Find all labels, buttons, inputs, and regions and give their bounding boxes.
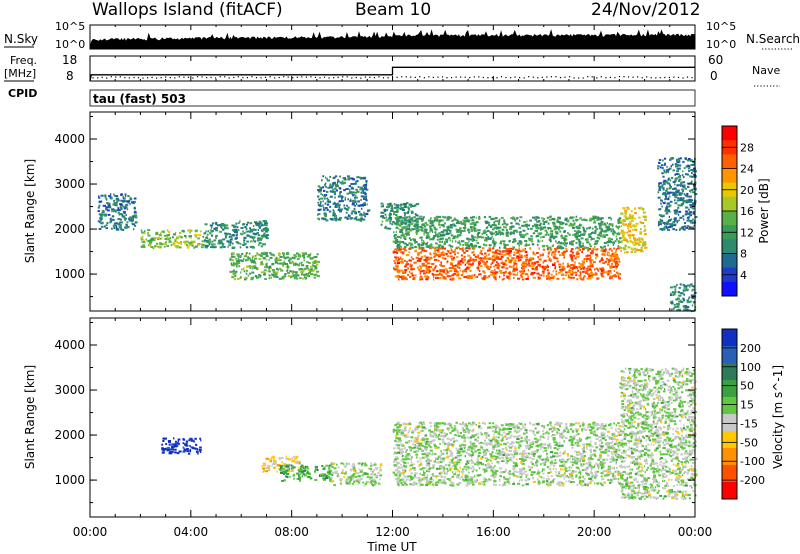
velocity-colorbar-segment xyxy=(722,414,737,432)
power-colorbar-segment xyxy=(722,196,737,212)
freq-tick-bottom: 8 xyxy=(66,69,74,83)
velocity-colorbar-label: Velocity [m s^-1] xyxy=(771,365,785,469)
xtick-label: 00:00 xyxy=(73,525,108,539)
power-colorbar-tick: 16 xyxy=(740,205,754,218)
power-colorbar-segment xyxy=(722,168,737,184)
power-colorbar-segment xyxy=(722,253,737,269)
nsky-tick-top: 10^5 xyxy=(55,20,85,33)
power-region-6 xyxy=(392,247,621,281)
xtick-label: 04:00 xyxy=(174,525,209,539)
velocity-region-2 xyxy=(279,464,333,482)
freq-unit: [MHz] xyxy=(4,67,36,80)
velocity-ytick-label: 2000 xyxy=(54,428,85,442)
velocity-ytick-label: 4000 xyxy=(54,338,85,352)
nsearch-label: N.Search xyxy=(746,32,800,46)
velocity-colorbar-tick: 200 xyxy=(740,342,761,355)
velocity-region-1 xyxy=(261,455,301,473)
velocity-colorbar-tick: -15 xyxy=(740,417,758,430)
nsky-line xyxy=(89,29,696,50)
power-colorbar-tick: 4 xyxy=(740,269,747,282)
power-ytick-label: 3000 xyxy=(54,177,85,191)
velocity-colorbar-tick: -200 xyxy=(740,474,765,487)
nsearch-tick-top: 10^5 xyxy=(706,20,736,33)
power-colorbar-segment xyxy=(722,211,737,226)
velocity-colorbar-tick: 100 xyxy=(740,361,761,374)
velocity-region-0 xyxy=(161,437,202,455)
cpid-strip xyxy=(89,89,696,107)
nsky-label: N.Sky xyxy=(4,32,38,46)
frequency-line xyxy=(89,66,695,82)
power-colorbar-tick: 8 xyxy=(740,248,747,261)
power-region-4 xyxy=(317,175,371,222)
program-label: tau (fast) 503 xyxy=(93,92,186,106)
velocity-colorbar-segment xyxy=(722,346,737,364)
power-colorbar-tick: 20 xyxy=(740,184,754,197)
velocity-colorbar-segment xyxy=(722,465,737,483)
power-region-10 xyxy=(669,283,697,313)
x-axis-label: Time UT xyxy=(366,540,417,554)
nave-label: Nave xyxy=(752,64,780,77)
power-colorbar-label: Power [dB] xyxy=(757,178,771,243)
power-region-2 xyxy=(203,220,270,249)
power-ylabel: Slant Range [km] xyxy=(23,159,37,263)
velocity-colorbar-segment xyxy=(722,397,737,415)
xtick-label: 16:00 xyxy=(476,525,511,539)
power-ytick-label: 2000 xyxy=(54,222,85,236)
velocity-colorbar-segment xyxy=(722,363,737,381)
xtick-label: 20:00 xyxy=(577,525,612,539)
freq-tick-top: 18 xyxy=(62,53,77,67)
power-colorbar: 28 24 20 16 12 8 4 xyxy=(721,125,754,297)
nave-tick-bottom: 0 xyxy=(710,69,718,83)
velocity-colorbar-segment xyxy=(722,380,737,398)
power-region-9 xyxy=(657,157,698,231)
power-colorbar-tick: 24 xyxy=(740,163,754,176)
cpid-label: CPID xyxy=(8,87,37,100)
velocity-colorbar-tick: 50 xyxy=(740,380,754,393)
velocity-colorbar-tick: 15 xyxy=(740,399,754,412)
velocity-colorbar-segment xyxy=(722,482,737,500)
power-ytick-label: 4000 xyxy=(54,132,85,146)
power-region-0 xyxy=(97,193,138,231)
velocity-colorbar: 200 100 50 15 -15 -50 -100 -200 xyxy=(721,328,765,500)
velocity-ytick-label: 3000 xyxy=(54,383,85,397)
velocity-colorbar-tick: -50 xyxy=(740,436,758,449)
velocity-colorbar-segment xyxy=(722,329,737,347)
date-label: 24/Nov/2012 xyxy=(591,0,701,20)
nave-dots xyxy=(92,76,693,79)
velocity-colorbar-segment xyxy=(722,431,737,449)
power-region-7 xyxy=(392,215,622,250)
power-colorbar-segment xyxy=(722,239,737,254)
beam-label: Beam 10 xyxy=(355,0,431,20)
nave-tick-top: 60 xyxy=(708,53,723,67)
plot-title: Wallops Island (fitACF) xyxy=(92,0,283,20)
velocity-region-3 xyxy=(329,462,383,487)
xtick-label: 12:00 xyxy=(375,525,410,539)
velocity-region-5 xyxy=(619,367,698,500)
nsearch-tick-bottom: 10^0 xyxy=(706,38,736,51)
power-region-1 xyxy=(140,229,206,250)
power-colorbar-tick: 28 xyxy=(740,141,754,154)
power-colorbar-segment xyxy=(722,281,737,297)
xtick-label: 08:00 xyxy=(274,525,309,539)
freq-label: Freq. xyxy=(10,54,37,67)
xtick-label: 00:00 xyxy=(678,525,713,539)
power-colorbar-segment xyxy=(722,126,737,141)
velocity-heatmap xyxy=(161,367,698,500)
power-heatmap xyxy=(97,157,698,313)
velocity-ylabel: Slant Range [km] xyxy=(23,365,37,469)
power-region-3 xyxy=(229,251,320,281)
power-colorbar-segment xyxy=(722,154,737,169)
velocity-colorbar-tick: -100 xyxy=(740,455,765,468)
velocity-ytick-label: 1000 xyxy=(54,473,85,487)
velocity-region-4 xyxy=(392,421,622,487)
power-region-8 xyxy=(619,206,648,254)
velocity-panel-frame xyxy=(89,317,696,518)
nsky-tick-bottom: 10^0 xyxy=(55,38,85,51)
velocity-colorbar-segment xyxy=(722,448,737,466)
power-colorbar-tick: 12 xyxy=(740,226,754,239)
power-ytick-label: 1000 xyxy=(54,267,85,281)
